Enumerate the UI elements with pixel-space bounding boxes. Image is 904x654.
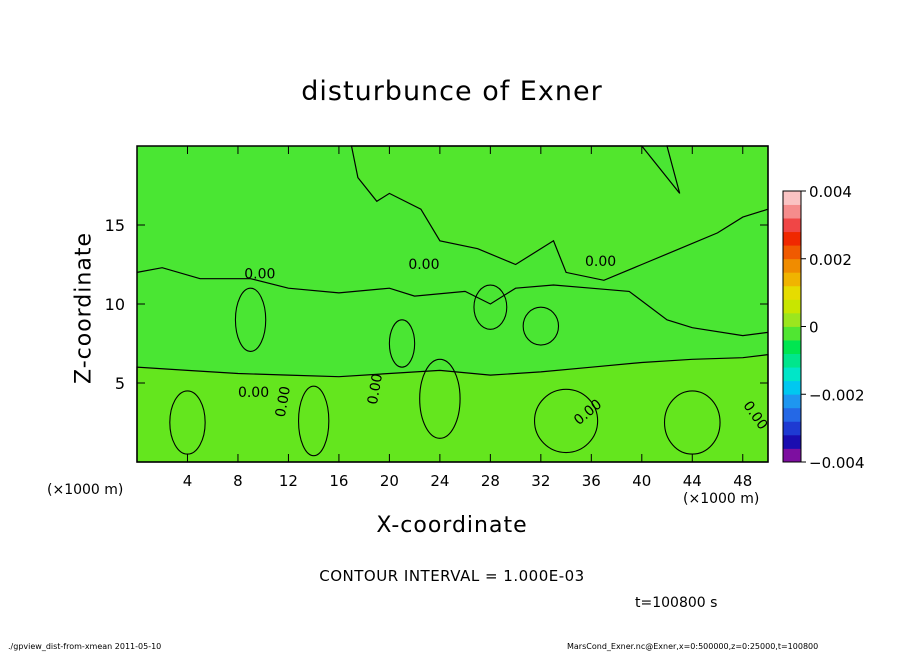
colorbar-swatch [783,299,801,314]
contour-loop-3 [522,306,560,346]
x-axis-label: X-coordinate [376,513,528,538]
x-tick-label: 32 [531,472,550,490]
contour-label: 0.00 [238,385,269,401]
x-tick-label: 48 [733,472,752,490]
colorbar-swatch [783,421,801,436]
colorbar-swatch [783,448,801,463]
contour-line-middle [136,267,769,337]
colorbar-tick-label: 0.002 [809,251,852,269]
colorbar-swatch [783,191,801,205]
x-tick-label: 4 [183,472,193,490]
contour-label: 0.00 [408,257,439,273]
colorbar-swatch [783,407,801,422]
colorbar: 0.004 0.002 0 −0.002 −0.004 [782,183,865,472]
colorbar-swatch [783,326,801,341]
contour-interval-text: CONTOUR INTERVAL = 1.000E-03 [319,567,585,585]
y-tick-label: 5 [115,374,125,393]
colorbar-swatch [783,380,801,395]
x-tick-label: 12 [279,472,298,490]
time-label: t=100800 s [635,595,718,611]
x-tick-label: 36 [582,472,601,490]
colorbar-swatch [783,218,801,233]
colorbar-swatch [783,231,801,246]
x-tick-label: 20 [380,472,399,490]
x-tick-label: 40 [632,472,651,490]
colorbar-swatch [783,353,801,368]
colorbar-swatch [783,394,801,409]
x-axis-unit: (×1000 m) [683,491,760,507]
y-tick-label: 15 [105,216,125,235]
colorbar-tick-label: 0 [809,319,819,337]
colorbar-swatch [783,245,801,260]
colorbar-swatch [783,312,801,327]
x-tick-label: 8 [233,472,243,490]
y-axis-label: Z-coordinate [71,232,97,384]
colorbar-swatch [783,285,801,300]
contour-loop-8 [297,385,330,457]
y-axis-ticks: 5 10 15 [105,216,768,393]
contour-field: 0.000.00 0.000.00 0.000.00 0.000.00 [136,145,770,463]
contour-loop-1 [388,319,416,368]
chart-title: disturbunce of Exner [301,76,603,107]
colorbar-swatch [783,434,801,449]
colorbar-swatch [783,367,801,382]
colorbar-swatch [783,340,801,354]
contour-loop-4 [419,358,461,439]
x-tick-label: 44 [683,472,702,490]
x-tick-label: 16 [329,472,348,490]
colorbar-swatch [783,204,801,219]
contour-loop-5 [533,388,599,454]
contour-label: 0.00 [365,372,386,405]
footer-left: ./gpview_dist-from-xmean 2011-05-10 [8,642,162,651]
colorbar-tick-label: 0.004 [809,183,852,201]
contour-loop-0 [234,287,267,352]
y-tick-label: 10 [105,295,125,314]
contour-label: 0.00 [273,385,294,418]
colorbar-swatch [783,272,801,287]
footer-right: MarsCond_Exner.nc@Exner,x=0:500000,z=0:2… [567,642,819,651]
x-tick-label: 24 [430,472,449,490]
contour-label: 0.00 [585,254,616,270]
colorbar-tick-label: −0.002 [809,386,865,404]
contour-loop-2 [473,284,508,330]
x-tick-label: 28 [481,472,500,490]
y-axis-unit: (×1000 m) [47,482,124,498]
contour-lower-layer [136,353,769,463]
colorbar-swatch [783,258,801,273]
colorbar-tick-label: −0.004 [809,454,865,472]
contour-label: 0.00 [244,267,275,283]
x-axis-ticks: 4 8 12 16 20 24 28 32 36 40 44 48 [183,146,752,490]
